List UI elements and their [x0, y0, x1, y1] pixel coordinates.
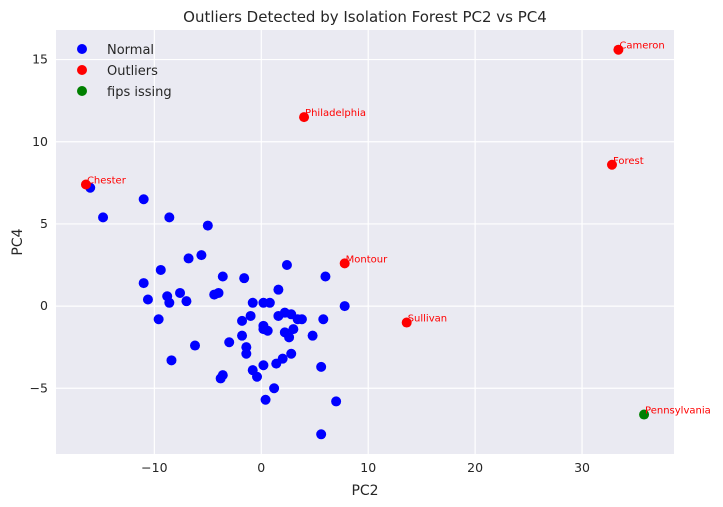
data-point [264, 297, 275, 308]
data-point [138, 278, 149, 289]
data-point [247, 297, 258, 308]
point-label: Forest [613, 156, 644, 167]
legend-marker [77, 44, 87, 54]
point-label: Montour [346, 254, 388, 265]
data-point [296, 314, 307, 325]
data-point [606, 159, 617, 170]
tick-labels: −10 0 10 20 30 −5 0 5 10 15 [30, 52, 590, 475]
plot-background [56, 30, 674, 454]
y-tick-label: 5 [40, 216, 48, 231]
data-point [153, 314, 164, 325]
data-point [181, 296, 192, 307]
x-axis-label: PC2 [351, 483, 378, 499]
data-point [299, 112, 310, 123]
data-point [80, 179, 91, 190]
data-point [331, 396, 342, 407]
data-point [164, 297, 175, 308]
data-point [237, 330, 248, 341]
point-label: Cameron [619, 41, 664, 52]
data-point [288, 324, 299, 335]
x-tick-label: 0 [257, 460, 265, 475]
data-point [196, 250, 207, 261]
point-label: Sullivan [408, 314, 447, 325]
data-point [239, 273, 250, 284]
data-point [252, 371, 263, 382]
data-point [318, 314, 329, 325]
x-tick-label: 10 [360, 460, 376, 475]
x-tick-label: −10 [141, 460, 167, 475]
data-point [241, 348, 252, 359]
data-point [258, 360, 269, 371]
legend-marker [77, 86, 87, 96]
data-point [213, 287, 224, 298]
data-point [202, 220, 213, 231]
data-point [320, 271, 331, 282]
y-tick-label: −5 [30, 380, 48, 395]
data-point [307, 330, 318, 341]
data-point [245, 310, 256, 321]
data-point [281, 260, 292, 271]
data-point [166, 355, 177, 366]
data-point [269, 383, 280, 394]
point-label: Philadelphia [305, 108, 366, 119]
x-tick-label: 30 [574, 460, 590, 475]
data-point [284, 332, 295, 343]
gridlines [56, 30, 674, 454]
data-points [80, 44, 650, 440]
data-point [155, 264, 166, 275]
legend: Normal Outliers fips issing [77, 43, 172, 100]
data-point [237, 315, 248, 326]
point-label: Chester [87, 175, 127, 186]
data-point [271, 358, 282, 369]
data-point [142, 294, 153, 305]
y-tick-label: 0 [40, 298, 48, 313]
data-point [217, 271, 228, 282]
data-point [260, 394, 271, 405]
data-point [273, 284, 284, 295]
data-point [316, 361, 327, 372]
data-point [639, 409, 650, 420]
data-point [316, 429, 327, 440]
y-axis-label: PC4 [10, 228, 26, 255]
chart-title: Outliers Detected by Isolation Forest PC… [183, 8, 547, 26]
point-annotations: Chester Philadelphia Cameron Forest Montour S… [87, 41, 711, 417]
data-point [183, 253, 194, 264]
legend-label: fips issing [107, 85, 172, 100]
data-point [339, 258, 350, 269]
legend-marker [77, 65, 87, 75]
y-tick-label: 10 [32, 134, 48, 149]
data-point [215, 373, 226, 384]
y-tick-label: 15 [32, 52, 48, 67]
data-point [175, 287, 186, 298]
data-point [339, 301, 350, 312]
data-point [98, 212, 109, 223]
data-point [262, 325, 273, 336]
data-point [224, 337, 235, 348]
x-tick-label: 20 [467, 460, 483, 475]
legend-label: Outliers [107, 64, 158, 79]
data-point [613, 44, 624, 55]
data-point [401, 317, 412, 328]
legend-label: Normal [107, 43, 154, 58]
data-point [286, 348, 297, 359]
data-point [189, 340, 200, 351]
data-point [164, 212, 175, 223]
point-label: Pennsylvania [645, 406, 711, 417]
data-point [138, 194, 149, 205]
